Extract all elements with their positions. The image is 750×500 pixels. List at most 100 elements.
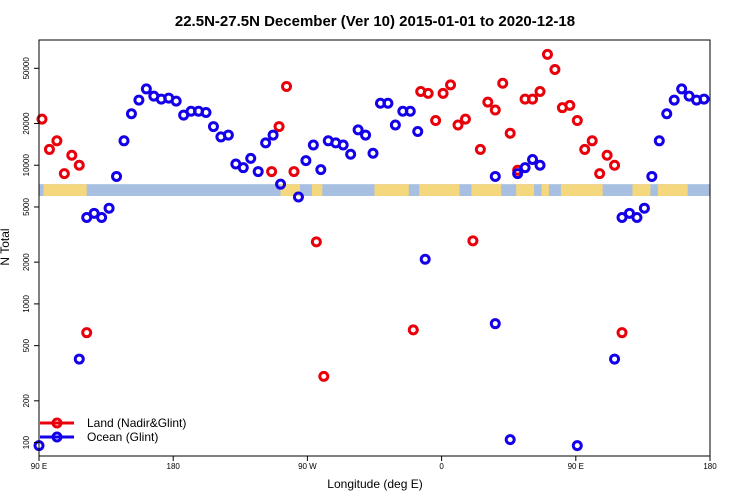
x-tick-label: 90 W — [298, 462, 317, 471]
x-tick-label: 0 — [439, 462, 444, 471]
map-land — [632, 184, 651, 196]
y-tick-label: 200 — [22, 394, 31, 408]
land-point — [58, 168, 70, 180]
y-tick-label: 100 — [22, 435, 31, 449]
ocean-point — [260, 137, 272, 149]
ocean-point — [96, 211, 108, 223]
ocean-point — [300, 155, 312, 167]
ocean-point — [571, 440, 583, 452]
land-point — [73, 159, 85, 171]
ocean-point — [419, 253, 431, 265]
legend: Land (Nadir&Glint) Ocean (Glint) — [40, 416, 186, 444]
land-point — [66, 149, 78, 161]
ocean-point — [512, 168, 524, 180]
ocean-point — [73, 353, 85, 365]
ocean-point — [222, 129, 234, 141]
land-point — [534, 86, 546, 98]
ocean-point — [111, 170, 123, 182]
ocean-point — [412, 126, 424, 138]
ocean-point — [389, 119, 401, 131]
series-ocean — [33, 83, 710, 452]
ocean-point — [292, 191, 304, 203]
land-point — [288, 166, 300, 178]
land-point — [430, 115, 442, 127]
series-land — [36, 48, 628, 382]
map-land — [311, 184, 323, 196]
ocean-point — [352, 124, 364, 136]
ocean-point — [661, 108, 673, 120]
data-points — [33, 48, 710, 452]
x-tick-label: 90 E — [31, 462, 47, 471]
x-axis-label: Longitude (deg E) — [327, 477, 422, 491]
land-point — [482, 96, 494, 108]
land-point — [281, 80, 293, 92]
ocean-point — [133, 94, 145, 106]
ocean-point — [345, 148, 357, 160]
map-land — [43, 184, 87, 196]
land-point — [467, 235, 479, 247]
ocean-point — [237, 162, 249, 174]
land-point — [579, 143, 591, 155]
land-point — [43, 143, 55, 155]
ocean-point — [519, 162, 531, 174]
land-point — [616, 327, 628, 339]
map-land — [657, 184, 688, 196]
y-tick-label: 2000 — [22, 253, 31, 271]
land-point — [452, 119, 464, 131]
land-point — [310, 236, 322, 248]
y-axis-label: N Total — [0, 228, 12, 265]
land-point — [266, 166, 278, 178]
ocean-point — [631, 211, 643, 223]
ocean-point — [207, 121, 219, 133]
map-land — [419, 184, 460, 196]
land-point — [81, 327, 93, 339]
land-point — [594, 168, 606, 180]
ocean-point — [360, 129, 372, 141]
plot-frame — [38, 39, 711, 457]
legend-ocean-label: Ocean (Glint) — [87, 430, 158, 444]
land-point — [549, 64, 561, 76]
ocean-point — [367, 147, 379, 159]
y-tick-label: 50000 — [22, 57, 31, 80]
x-tick-label: 180 — [167, 462, 181, 471]
ocean-point — [668, 94, 680, 106]
ocean-point — [267, 129, 279, 141]
ocean-point — [609, 353, 621, 365]
ocean-point — [252, 166, 264, 178]
ocean-point — [653, 135, 665, 147]
ocean-point — [170, 95, 182, 107]
land-point — [541, 48, 553, 60]
ocean-point — [140, 83, 152, 95]
land-point — [51, 135, 63, 147]
map-land — [541, 184, 549, 196]
legend-ocean-marker — [51, 431, 63, 443]
y-tick-label: 500 — [22, 338, 31, 352]
land-point — [407, 324, 419, 336]
land-point — [422, 87, 434, 99]
ocean-point — [382, 97, 394, 109]
ocean-point — [245, 152, 257, 164]
land-point — [601, 149, 613, 161]
land-point — [36, 113, 48, 125]
y-tick-label: 10000 — [22, 154, 31, 177]
land-point — [445, 79, 457, 91]
ocean-point — [337, 139, 349, 151]
ocean-point — [404, 105, 416, 117]
x-axis: 90 E 180 90 W 0 90 E 180 — [31, 456, 717, 471]
land-point — [504, 127, 516, 139]
ocean-point — [315, 164, 327, 176]
ocean-point — [527, 153, 539, 165]
map-land — [280, 184, 300, 196]
ocean-point — [200, 107, 212, 119]
ocean-point — [307, 139, 319, 151]
land-point — [609, 159, 621, 171]
map-land — [516, 184, 535, 196]
ocean-point — [504, 434, 516, 446]
land-point — [564, 99, 576, 111]
land-point — [497, 77, 509, 89]
ocean-point — [125, 108, 137, 120]
land-point — [489, 104, 501, 116]
map-strip — [39, 184, 710, 196]
land-point — [527, 93, 539, 105]
y-axis: 100 200 500 1000 2000 5000 10000 20000 50000 — [22, 57, 39, 449]
